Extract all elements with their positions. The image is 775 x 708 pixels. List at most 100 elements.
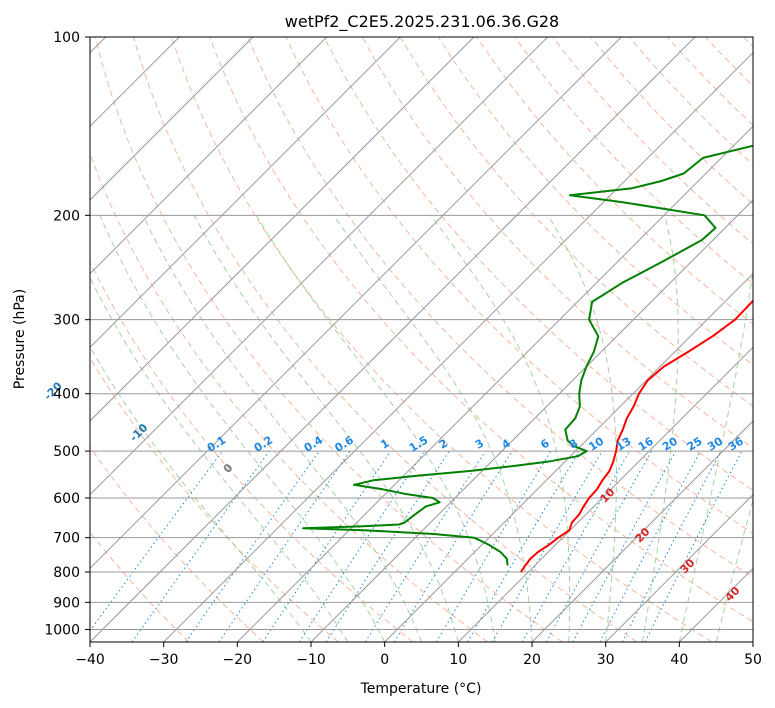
y-tick-label: 500 xyxy=(53,444,80,460)
mixing-ratio-line xyxy=(325,450,450,642)
dry-adiabat xyxy=(171,37,712,642)
dewpoint-profile xyxy=(302,144,753,566)
dry-adiabat xyxy=(514,37,753,285)
y-tick-label: 600 xyxy=(53,491,80,507)
y-tick-label: 700 xyxy=(53,531,80,547)
y-tick-label: 900 xyxy=(53,595,80,611)
dry-adiabat xyxy=(90,260,414,642)
isotherm-gridline xyxy=(90,37,549,496)
x-axis-title: Temperature (°C) xyxy=(360,681,482,697)
dry-adiabat xyxy=(90,152,488,642)
dry-adiabat xyxy=(90,531,190,642)
x-tick-label: 0 xyxy=(380,652,389,668)
temperature-profile xyxy=(520,298,753,573)
dry-adiabat xyxy=(90,446,264,642)
moist-adiabat xyxy=(430,215,571,642)
dry-adiabat xyxy=(323,37,753,491)
moist-adiabat-label: 10 xyxy=(598,485,618,505)
mixing-ratio-label: 1 xyxy=(378,437,391,452)
dry-adiabat xyxy=(285,37,753,535)
y-axis-title: Pressure (hPa) xyxy=(12,289,28,389)
moist-adiabat xyxy=(642,215,679,642)
mixing-ratio-line xyxy=(298,450,425,642)
isotherm-gridline xyxy=(531,420,753,642)
dry-adiabat xyxy=(552,37,753,245)
y-tick-label: 800 xyxy=(53,565,80,581)
sounding-profiles xyxy=(302,144,753,573)
mixing-ratio-line xyxy=(467,450,580,642)
mixing-ratio-line xyxy=(364,450,486,642)
plot-frame xyxy=(89,36,754,643)
y-tick-label: 1000 xyxy=(44,622,80,638)
y-tick-label: 300 xyxy=(53,313,80,329)
mixing-ratio-line xyxy=(131,450,270,642)
mixing-ratio-label: 0.1 xyxy=(205,433,228,454)
isotherm-gridline xyxy=(90,37,475,422)
moist-adiabat xyxy=(193,215,459,642)
mixing-ratio-label: 8 xyxy=(567,437,580,452)
x-tick-label: −10 xyxy=(296,652,326,668)
mixing-ratio-label: 6 xyxy=(538,436,552,451)
x-tick-label: 30 xyxy=(597,652,615,668)
moist-adiabat xyxy=(90,345,312,642)
dry-adiabat xyxy=(132,37,638,642)
isotherm-gridline xyxy=(310,199,753,642)
mixing-ratio-label: 3 xyxy=(473,437,486,452)
background-grid xyxy=(90,37,753,642)
mixing-ratio-line xyxy=(185,450,320,642)
moist-adiabat-label: 30 xyxy=(678,556,698,576)
moist-adiabat xyxy=(99,215,386,642)
mixing-ratio-label: 4 xyxy=(499,436,513,451)
isotherm-gridline xyxy=(457,346,753,642)
isotherm-gridline xyxy=(752,641,753,642)
x-tick-label: 20 xyxy=(523,652,541,668)
isotherm-gridline xyxy=(90,37,622,570)
x-tick-label: 50 xyxy=(744,652,762,668)
y-tick-label: 100 xyxy=(53,30,80,46)
dry-adiabat xyxy=(247,37,753,578)
mixing-ratio-line xyxy=(599,450,701,642)
mixing-ratio-line xyxy=(262,450,392,642)
y-tick-label: 400 xyxy=(53,387,80,403)
isotherm-gridline xyxy=(384,272,753,642)
mixing-ratio-line xyxy=(218,450,351,642)
isotherm-gridline xyxy=(90,37,696,642)
moist-adiabat xyxy=(90,276,349,642)
isopleth-labels: 0.10.20.40.611.52346810131620253036-100-… xyxy=(42,379,747,604)
x-tick-label: −30 xyxy=(149,652,179,668)
moist-adiabat xyxy=(142,215,422,642)
x-tick-label: 10 xyxy=(449,652,467,668)
dry-adiabat xyxy=(90,356,339,642)
dry-adiabat-label: 0 xyxy=(221,461,236,476)
moist-adiabat xyxy=(678,265,753,642)
mixing-ratio-line xyxy=(521,450,630,642)
isotherm-gridline xyxy=(236,125,753,642)
mixing-ratio-line xyxy=(435,450,552,642)
isotherm-gridline xyxy=(90,37,401,349)
y-tick-label: 200 xyxy=(53,208,80,224)
dry-adiabat xyxy=(590,37,753,205)
axes: −40 −30 −20 −10 0 10 20 30 40 5010020030040050060… xyxy=(44,30,762,668)
dry-adiabat xyxy=(476,37,753,325)
dry-adiabat xyxy=(704,37,753,87)
dry-adiabat xyxy=(94,37,563,642)
mixing-ratio-line xyxy=(644,450,743,642)
isotherm-gridline xyxy=(678,567,753,642)
dry-adiabat-label: -10 xyxy=(127,421,150,444)
isotherm-gridline xyxy=(163,51,753,642)
moist-adiabat xyxy=(255,215,496,642)
mixing-ratio-line xyxy=(572,450,677,642)
moist-adiabat-label: 40 xyxy=(723,584,743,604)
chart-title: wetPf2_C2E5.2025.231.06.36.G28 xyxy=(285,12,559,32)
mixing-ratio-label: 0.2 xyxy=(252,433,275,454)
dry-adiabat xyxy=(209,37,753,623)
mixing-ratio-label: 1.5 xyxy=(407,433,430,454)
dry-adiabat xyxy=(666,37,753,126)
dry-adiabat xyxy=(437,37,753,366)
moist-adiabat-label: 20 xyxy=(633,525,653,545)
mixing-ratio-line xyxy=(90,450,223,632)
moist-adiabat xyxy=(547,215,617,642)
x-tick-label: 40 xyxy=(670,652,688,668)
isotherm-gridline xyxy=(90,37,328,275)
